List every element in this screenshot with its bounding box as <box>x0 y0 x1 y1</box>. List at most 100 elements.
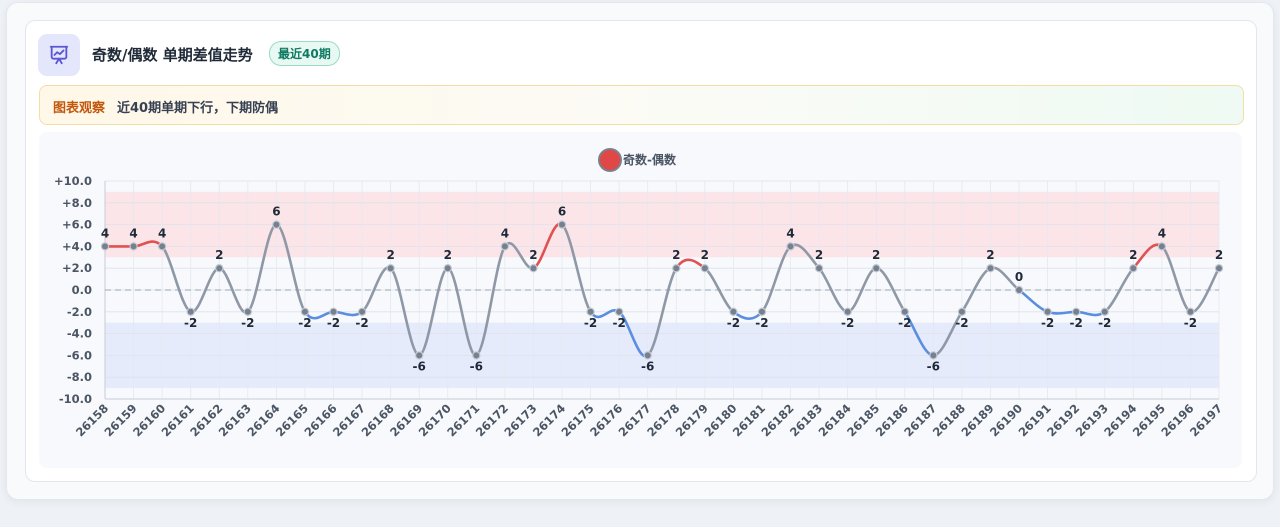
data-point <box>986 263 995 273</box>
legend-label: 奇数-偶数 <box>623 152 677 167</box>
data-point <box>500 242 510 251</box>
y-tick-label: -8.0 <box>67 370 92 384</box>
y-tick-label: +6.0 <box>62 218 92 232</box>
data-label: 2 <box>986 248 994 262</box>
y-tick-label: +8.0 <box>62 196 92 210</box>
series-line-segment <box>1017 288 1049 314</box>
data-label: -2 <box>898 316 911 330</box>
data-point <box>1186 307 1195 316</box>
data-point <box>900 307 909 316</box>
data-label: -2 <box>584 316 597 330</box>
data-point <box>415 351 424 360</box>
data-point <box>843 307 852 316</box>
data-point <box>357 307 367 316</box>
data-label: 2 <box>872 248 880 262</box>
data-label: -2 <box>1070 316 1083 330</box>
series-line-segment <box>475 245 507 357</box>
observation-label: 图表观察 <box>53 101 106 116</box>
data-label: -2 <box>241 316 254 330</box>
data-label: -2 <box>184 316 197 330</box>
data-label: 4 <box>1158 226 1166 240</box>
data-label: -6 <box>927 359 940 373</box>
y-tick-label: +4.0 <box>62 239 92 253</box>
chart-title: 奇数/偶数 单期差值走势 <box>92 46 253 64</box>
series-line-segment <box>417 266 450 357</box>
observation-text: 近40期单期下行，下期防偶 <box>117 101 279 116</box>
data-point <box>872 263 881 273</box>
series-line-segment <box>332 310 364 317</box>
data-point <box>557 220 567 229</box>
data-label: 0 <box>1015 270 1023 284</box>
data-point <box>1214 263 1224 273</box>
page-container: 奇数/偶数 单期差值走势 最近40期 图表观察 近40期单期下行，下期防偶 +1… <box>6 2 1274 500</box>
data-point <box>614 307 624 316</box>
data-label: 2 <box>529 248 537 262</box>
series-line-segment <box>646 266 678 357</box>
data-label: 2 <box>672 248 680 262</box>
data-point <box>1157 242 1167 251</box>
data-point <box>757 307 767 316</box>
data-point <box>272 220 281 229</box>
y-tick-label: -10.0 <box>59 392 92 406</box>
data-point <box>186 307 195 316</box>
data-point <box>700 263 710 273</box>
period-badge: 最近40期 <box>269 41 340 66</box>
series-line-segment <box>1074 310 1107 317</box>
chart-panel: +10.0 +8.0 +6.0 +4.0 +2.0 0.0 -2.0 -4.0 -6.0 -8.0… <box>39 132 1242 468</box>
data-point <box>215 263 224 273</box>
data-label: -6 <box>641 359 654 373</box>
data-label: -2 <box>1098 316 1111 330</box>
data-label: 4 <box>501 226 509 240</box>
data-label: -2 <box>841 316 854 330</box>
data-point <box>1014 285 1024 295</box>
data-label: 2 <box>1215 248 1223 262</box>
data-point <box>243 307 253 316</box>
data-label: 4 <box>101 226 109 240</box>
data-label: 4 <box>129 226 137 240</box>
data-label: -2 <box>755 316 768 330</box>
data-label: -6 <box>413 359 426 373</box>
series-line-segment <box>560 223 592 314</box>
data-label: -2 <box>327 316 340 330</box>
data-point <box>1071 307 1081 316</box>
data-point <box>472 351 481 360</box>
y-tick-label: -6.0 <box>67 348 92 362</box>
data-point <box>100 242 110 251</box>
data-point <box>814 263 824 273</box>
x-tick-label: 26197 <box>1187 401 1225 439</box>
data-point <box>929 351 938 360</box>
y-tick-label: +2.0 <box>62 261 92 275</box>
line-chart: +10.0 +8.0 +6.0 +4.0 +2.0 0.0 -2.0 -4.0 -6.0 -8.0… <box>54 148 1225 439</box>
data-point <box>300 307 310 316</box>
y-tick-label: -4.0 <box>67 327 92 341</box>
data-label: 2 <box>815 248 823 262</box>
observation-banner: 图表观察 近40期单期下行，下期防偶 <box>39 85 1244 125</box>
data-label: -6 <box>470 359 483 373</box>
data-point <box>329 307 338 316</box>
data-point <box>643 351 652 360</box>
data-point <box>586 307 595 316</box>
legend-marker <box>598 148 622 172</box>
data-label: 4 <box>158 226 166 240</box>
data-point <box>129 242 138 251</box>
data-point <box>529 263 538 273</box>
data-label: 2 <box>701 248 709 262</box>
data-point <box>443 263 452 273</box>
data-label: 2 <box>1129 248 1137 262</box>
data-label: -2 <box>727 316 740 330</box>
data-label: 2 <box>444 248 452 262</box>
y-tick-label: 0.0 <box>72 283 92 297</box>
data-point <box>786 242 795 251</box>
data-label: 4 <box>786 226 794 240</box>
data-point <box>1100 307 1109 316</box>
data-label: 6 <box>558 205 566 219</box>
data-point <box>957 307 967 316</box>
data-point <box>672 263 681 273</box>
data-point <box>386 263 395 273</box>
y-tick-label: +10.0 <box>54 174 92 188</box>
data-label: 2 <box>386 248 394 262</box>
data-label: -2 <box>355 316 368 330</box>
data-label: -2 <box>1184 316 1197 330</box>
data-point <box>157 242 167 251</box>
data-point <box>729 307 738 316</box>
